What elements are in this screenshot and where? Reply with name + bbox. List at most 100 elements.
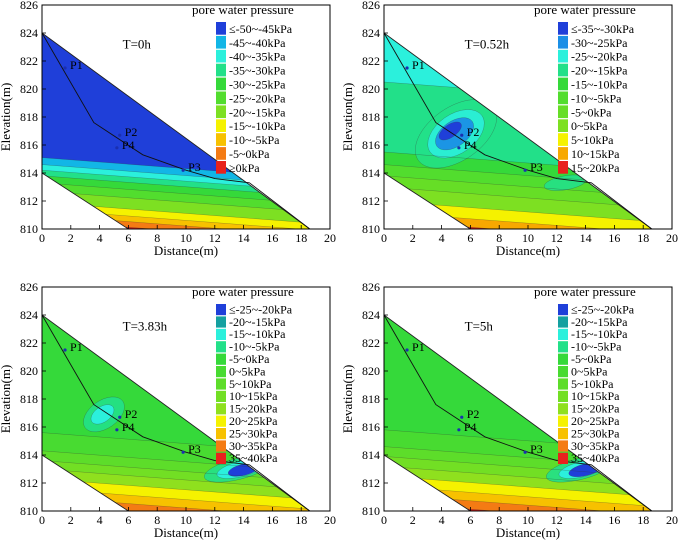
monitor-point-label: P4 [122, 420, 135, 434]
monitor-point-marker [460, 133, 464, 137]
monitor-point-label: P1 [70, 340, 83, 354]
x-tick-label: 12 [551, 231, 563, 245]
legend-label: -5~0kPa [229, 147, 270, 161]
legend-label: 35~40kPa [229, 451, 278, 465]
monitor-point-label: P1 [412, 58, 425, 72]
y-tick-label: 818 [20, 110, 38, 124]
monitor-point-marker [181, 450, 185, 454]
y-tick-label: 822 [362, 336, 380, 350]
x-tick-label: 18 [637, 231, 649, 245]
x-tick-label: 16 [266, 513, 278, 527]
x-tick-label: 4 [97, 513, 103, 527]
legend-swatch [216, 415, 226, 427]
contour-fills [42, 315, 310, 511]
x-tick-label: 14 [580, 513, 592, 527]
monitor-point-marker [118, 133, 122, 137]
legend-label: 0~5kPa [571, 364, 608, 378]
monitor-point-label: P1 [70, 58, 83, 72]
legend-swatch [216, 77, 226, 91]
legend-label: -15~-10kPa [571, 78, 628, 92]
x-tick-label: 14 [580, 231, 592, 245]
x-tick-label: 20 [324, 231, 336, 245]
monitor-point-marker [115, 428, 119, 432]
legend-label: ≤-35~-30kPa [571, 22, 635, 36]
legend-swatch [558, 415, 568, 427]
x-tick-label: 8 [496, 513, 502, 527]
legend-swatch [216, 316, 226, 328]
monitor-point-label: P2 [467, 125, 480, 139]
y-tick-label: 824 [362, 308, 380, 322]
legend-label: -30~-25kPa [571, 36, 628, 50]
x-tick-label: 16 [608, 231, 620, 245]
monitor-point-label: P4 [122, 138, 135, 152]
legend-swatch [216, 341, 226, 353]
y-tick-label: 814 [362, 448, 380, 462]
legend-label: 5~10kPa [571, 133, 614, 147]
x-tick-label: 6 [467, 231, 473, 245]
legend-title: pore water pressure [534, 284, 636, 299]
x-tick-label: 4 [439, 513, 445, 527]
legend-swatch [216, 49, 226, 63]
legend-swatch [558, 366, 568, 378]
legend-swatch [216, 366, 226, 378]
x-tick-label: 16 [266, 231, 278, 245]
legend-label: -20~-15kPa [229, 315, 286, 329]
y-axis-label: Elevation(m) [340, 365, 355, 434]
y-tick-label: 814 [20, 448, 38, 462]
contour-line [42, 478, 310, 501]
legend-label: -10~-5kPa [229, 133, 280, 147]
x-tick-label: 20 [666, 231, 678, 245]
x-tick-label: 10 [180, 513, 192, 527]
y-axis-label: Elevation(m) [0, 365, 13, 434]
contour-line [384, 475, 652, 499]
legend-swatch [558, 35, 568, 49]
legend-swatch [558, 353, 568, 365]
legend-label: -5~0kPa [571, 352, 612, 366]
y-tick-label: 812 [20, 476, 38, 490]
y-tick-label: 816 [20, 420, 38, 434]
legend-label: 15~20kPa [229, 402, 278, 416]
legend-label: 15~20kPa [571, 402, 620, 416]
legend-swatch [558, 119, 568, 132]
monitor-point-marker [63, 348, 67, 352]
x-tick-label: 6 [125, 231, 131, 245]
chart-panel-4: 0 2 4 6 8 10 12 14 16 18 2081081281481681882082282… [340, 280, 678, 540]
x-tick-label: 18 [295, 231, 307, 245]
y-tick-label: 822 [362, 54, 380, 68]
x-axis-label: Distance(m) [496, 525, 560, 540]
legend-label: -10~-5kPa [571, 91, 622, 105]
legend-label: -10~-5kPa [229, 340, 280, 354]
legend-label: 5~10kPa [571, 377, 614, 391]
legend-label: -15~-10kPa [229, 327, 286, 341]
monitor-point-label: P3 [530, 442, 543, 456]
legend-label: -10~-5kPa [571, 340, 622, 354]
monitor-point-marker [115, 146, 119, 150]
x-axis-label: Distance(m) [154, 525, 218, 540]
legend-label: -30~-25kPa [229, 78, 286, 92]
chart-panel-3: 0 2 4 6 8 10 12 14 16 18 2081081281481681882082282… [0, 280, 336, 540]
legend-label: -5~0kPa [571, 105, 612, 119]
y-axis-label: Elevation(m) [340, 83, 355, 152]
x-tick-label: 20 [666, 513, 678, 527]
monitor-point-label: P2 [125, 407, 138, 421]
x-tick-label: 2 [68, 231, 74, 245]
x-tick-label: 4 [439, 231, 445, 245]
legend-label: -45~-40kPa [229, 36, 286, 50]
legend-swatch [558, 133, 568, 146]
monitor-point-label: P2 [467, 407, 480, 421]
monitor-point-marker [523, 450, 527, 454]
x-tick-label: 20 [324, 513, 336, 527]
y-tick-label: 820 [362, 364, 380, 378]
x-tick-label: 4 [97, 231, 103, 245]
slip-surface-line [41, 32, 311, 230]
legend-swatch [216, 304, 226, 316]
legend-label: 20~25kPa [229, 414, 278, 428]
contour-fills [42, 33, 310, 229]
legend-swatch [558, 161, 568, 174]
legend-swatch [216, 105, 226, 119]
legend-title: pore water pressure [534, 2, 636, 17]
y-tick-label: 820 [20, 364, 38, 378]
x-tick-label: 8 [496, 231, 502, 245]
x-tick-label: 10 [180, 231, 192, 245]
y-tick-label: 822 [20, 54, 38, 68]
